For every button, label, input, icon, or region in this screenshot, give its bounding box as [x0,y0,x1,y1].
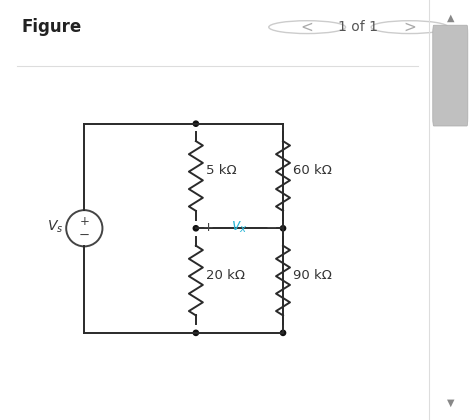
Circle shape [193,121,199,126]
Text: −: − [265,220,277,235]
Circle shape [193,330,199,336]
Text: $v_x$: $v_x$ [231,220,248,236]
Circle shape [281,330,286,336]
Text: 60 kΩ: 60 kΩ [293,164,332,177]
Text: Figure: Figure [21,18,82,36]
Text: +: + [202,221,213,234]
Text: 5 kΩ: 5 kΩ [206,164,237,177]
Text: ▼: ▼ [447,397,454,407]
Circle shape [193,226,199,231]
Text: −: − [79,229,90,242]
Text: 20 kΩ: 20 kΩ [206,269,246,282]
FancyBboxPatch shape [433,25,468,126]
Text: +: + [79,215,89,228]
Circle shape [281,226,286,231]
Text: 1 of 1: 1 of 1 [338,20,378,34]
Text: <: < [301,20,313,34]
Text: $V_s$: $V_s$ [47,218,64,235]
Text: ▲: ▲ [447,13,454,23]
Text: 90 kΩ: 90 kΩ [293,269,332,282]
Text: >: > [403,20,416,34]
